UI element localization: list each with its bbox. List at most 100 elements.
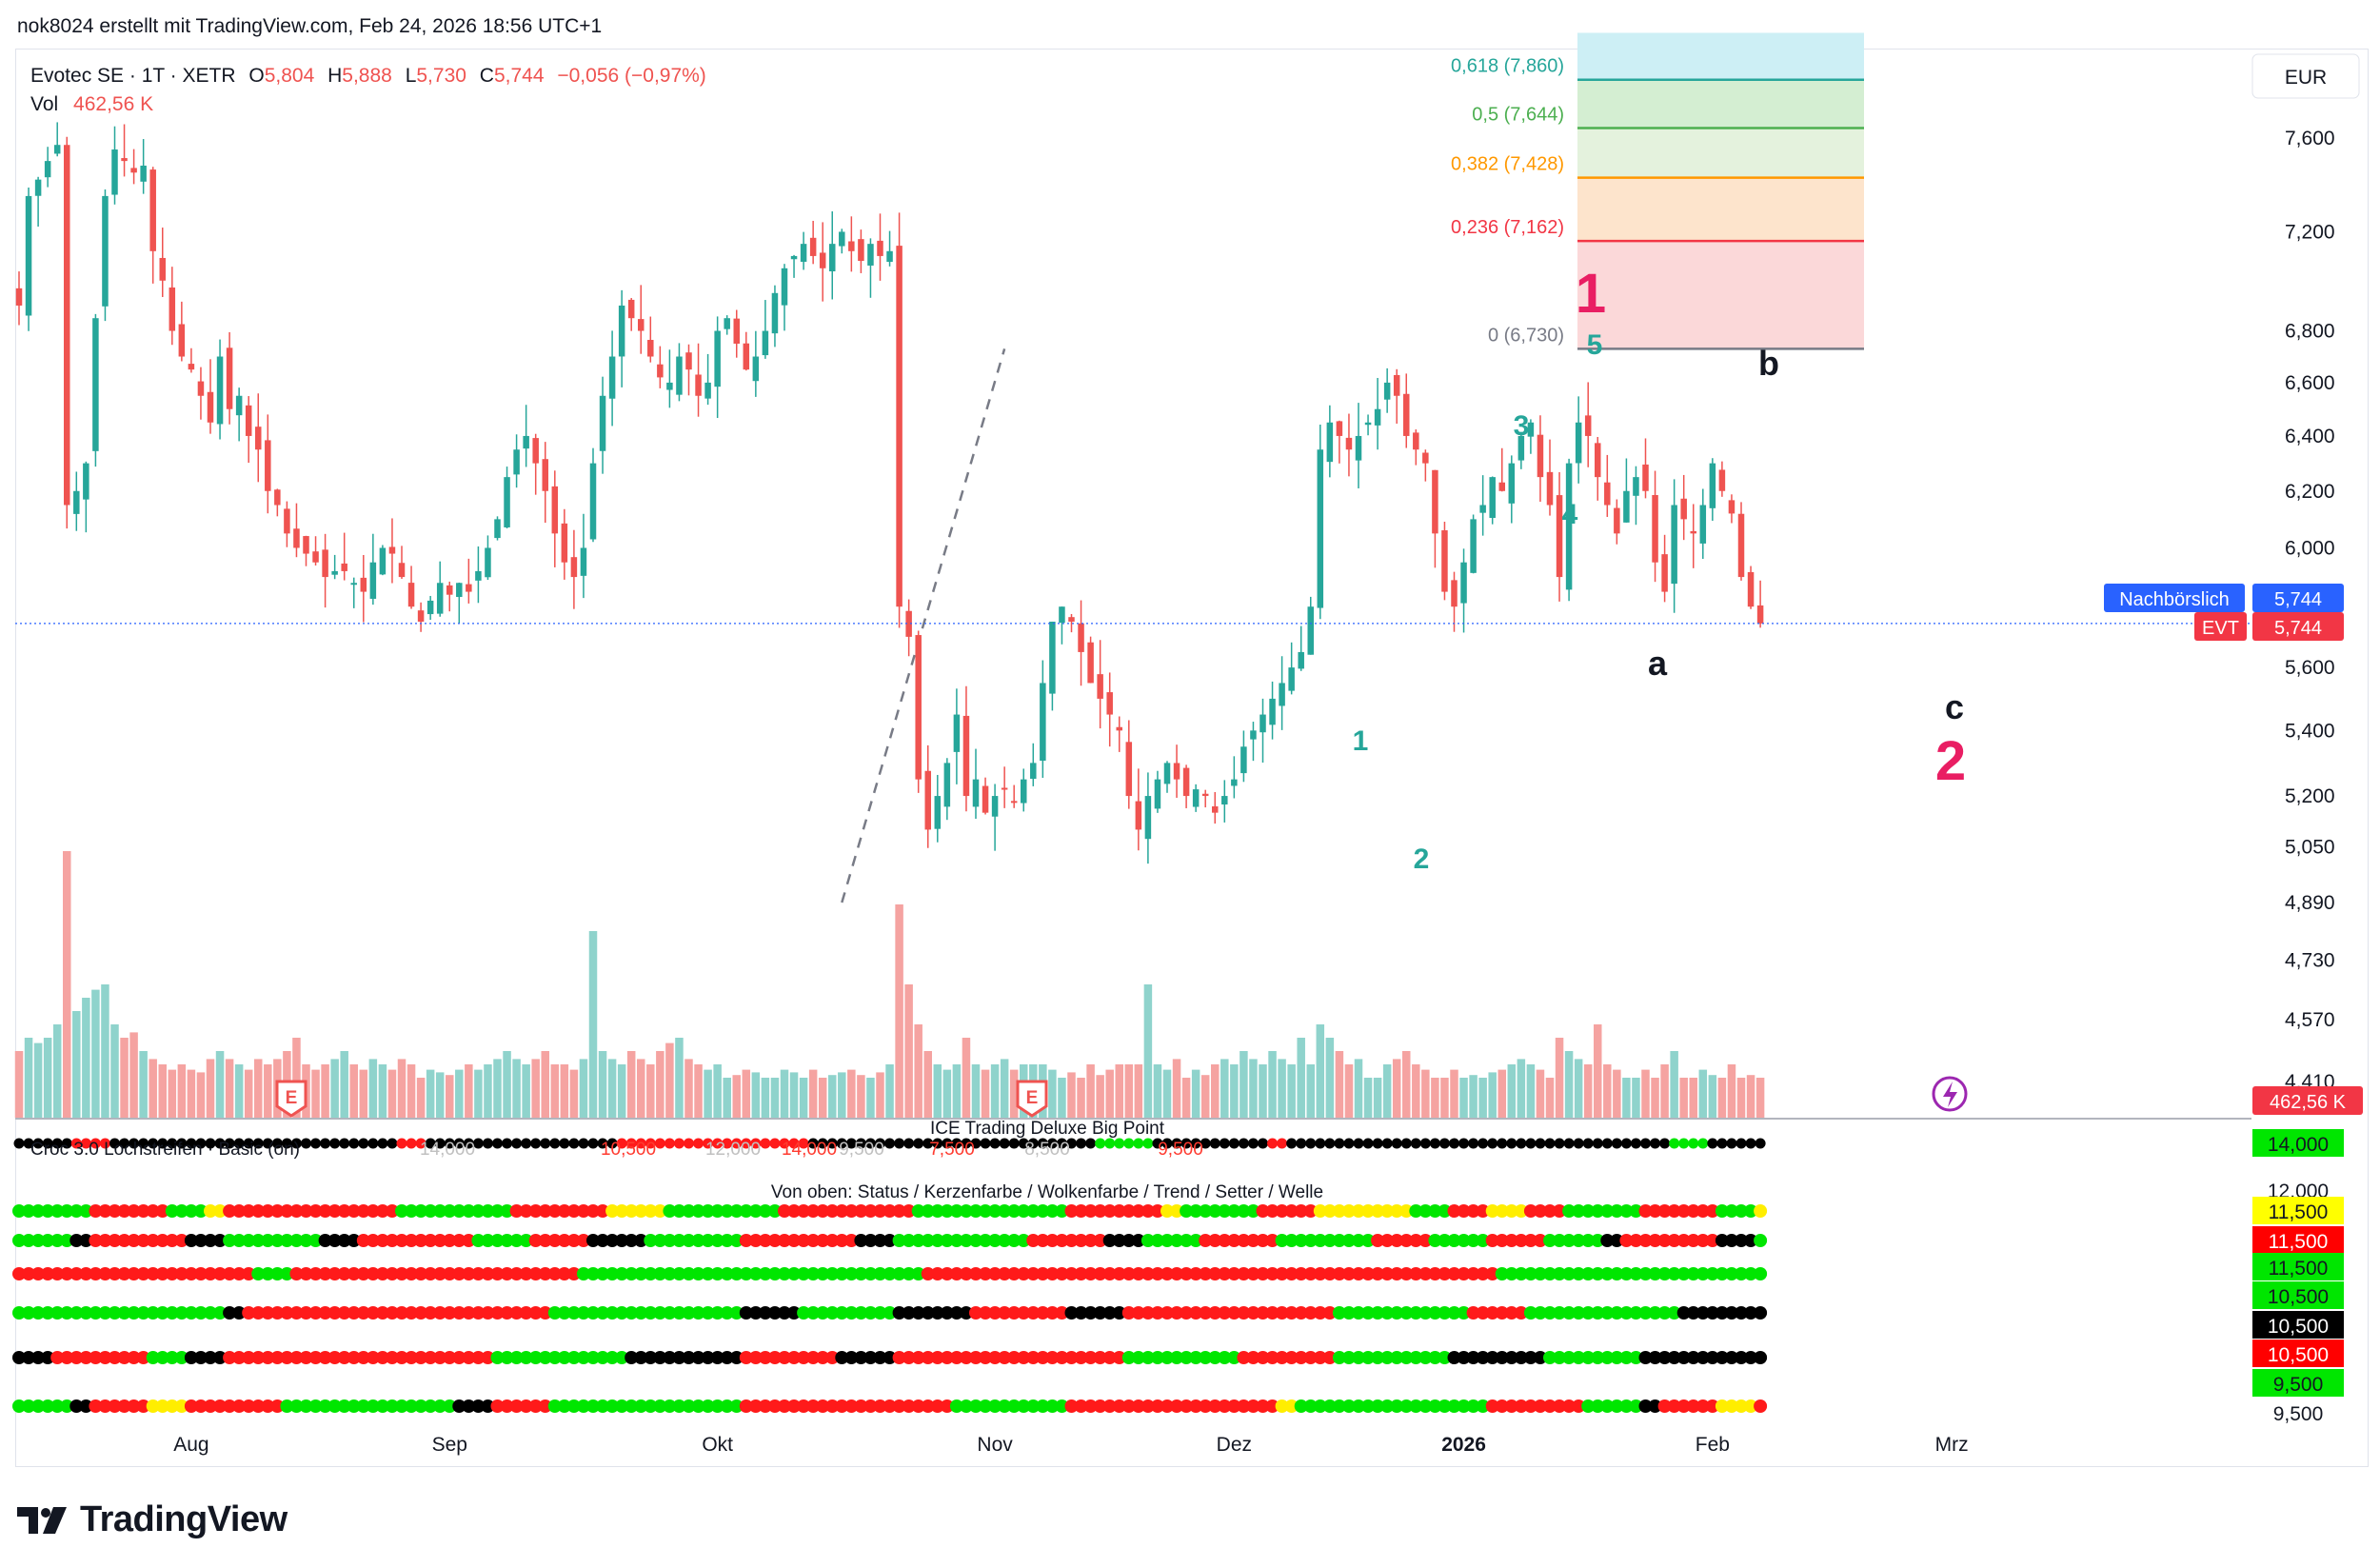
earnings-icon[interactable]: E: [1016, 1080, 1048, 1118]
candle[interactable]: [1432, 469, 1438, 568]
candle[interactable]: [446, 581, 453, 612]
candle[interactable]: [1374, 378, 1381, 450]
candle[interactable]: [1709, 458, 1716, 522]
candle[interactable]: [456, 582, 463, 624]
candle[interactable]: [1317, 425, 1324, 620]
candle[interactable]: [800, 231, 807, 270]
candle[interactable]: [1728, 494, 1735, 524]
candle[interactable]: [331, 554, 338, 580]
candle[interactable]: [1135, 768, 1142, 851]
candle[interactable]: [369, 533, 377, 605]
candle[interactable]: [1298, 625, 1304, 671]
candle[interactable]: [73, 471, 80, 531]
candle[interactable]: [398, 546, 406, 579]
candle[interactable]: [1584, 382, 1592, 467]
candle[interactable]: [426, 595, 434, 621]
candle[interactable]: [149, 167, 156, 284]
candle[interactable]: [1030, 743, 1037, 786]
candle[interactable]: [1345, 413, 1353, 477]
candle[interactable]: [666, 349, 673, 408]
candle[interactable]: [504, 466, 510, 529]
candle[interactable]: [1231, 756, 1238, 799]
candle[interactable]: [1336, 420, 1343, 464]
candle[interactable]: [1125, 720, 1133, 809]
earnings-icon[interactable]: E: [275, 1080, 307, 1118]
candle[interactable]: [1699, 488, 1707, 560]
candle[interactable]: [848, 216, 855, 272]
candle[interactable]: [1756, 580, 1764, 628]
candle[interactable]: [341, 532, 347, 581]
candle[interactable]: [561, 508, 568, 580]
candle[interactable]: [733, 309, 741, 358]
candle[interactable]: [197, 367, 205, 420]
candle[interactable]: [570, 529, 578, 609]
candle[interactable]: [1279, 656, 1285, 730]
candle[interactable]: [1393, 368, 1400, 424]
candle[interactable]: [924, 744, 932, 848]
candle[interactable]: [1259, 698, 1266, 764]
candle[interactable]: [972, 748, 980, 819]
candle[interactable]: [1106, 672, 1113, 747]
candle[interactable]: [1690, 504, 1697, 568]
currency-button[interactable]: [2251, 53, 2360, 99]
candle[interactable]: [915, 630, 922, 793]
candle[interactable]: [523, 405, 529, 467]
candle[interactable]: [1201, 789, 1209, 808]
candle[interactable]: [1269, 681, 1276, 740]
candle[interactable]: [839, 228, 845, 254]
candle[interactable]: [647, 316, 654, 363]
candle[interactable]: [638, 285, 645, 354]
candle[interactable]: [886, 230, 893, 267]
candle[interactable]: [34, 176, 42, 228]
candle[interactable]: [1623, 458, 1630, 523]
candle[interactable]: [896, 212, 902, 628]
candle[interactable]: [111, 126, 118, 205]
candle[interactable]: [1517, 431, 1525, 469]
candle[interactable]: [962, 685, 970, 812]
candle[interactable]: [92, 313, 99, 467]
candle[interactable]: [1498, 447, 1506, 492]
candle[interactable]: [809, 220, 817, 265]
candle[interactable]: [44, 147, 51, 188]
candle[interactable]: [121, 124, 128, 177]
candle[interactable]: [1221, 780, 1228, 823]
candle[interactable]: [676, 343, 683, 402]
candle[interactable]: [790, 254, 798, 278]
candle[interactable]: [360, 554, 367, 623]
candle[interactable]: [255, 393, 262, 483]
candle[interactable]: [877, 213, 883, 281]
candle[interactable]: [1049, 621, 1056, 711]
candle[interactable]: [1575, 396, 1582, 484]
candle[interactable]: [1537, 415, 1544, 503]
candle[interactable]: [293, 503, 300, 558]
candle[interactable]: [1250, 722, 1257, 762]
candle[interactable]: [1326, 405, 1334, 478]
candle[interactable]: [1747, 566, 1755, 609]
candle[interactable]: [1652, 470, 1658, 583]
candle[interactable]: [1460, 548, 1467, 633]
candle[interactable]: [379, 545, 387, 576]
candle[interactable]: [417, 602, 425, 632]
candle[interactable]: [1671, 479, 1677, 613]
candle[interactable]: [178, 301, 186, 362]
candle[interactable]: [858, 229, 864, 273]
candle[interactable]: [475, 546, 482, 604]
candle[interactable]: [1479, 475, 1486, 536]
candle[interactable]: [1010, 784, 1018, 808]
candle[interactable]: [388, 518, 396, 584]
candle[interactable]: [303, 535, 309, 566]
candle[interactable]: [1001, 766, 1008, 808]
candle[interactable]: [159, 228, 167, 297]
candle[interactable]: [1212, 792, 1219, 824]
candle[interactable]: [1661, 534, 1668, 603]
candle[interactable]: [1441, 522, 1448, 601]
lightning-icon[interactable]: [1932, 1076, 1968, 1112]
candle[interactable]: [1422, 449, 1429, 482]
candle[interactable]: [1116, 716, 1123, 752]
candle[interactable]: [657, 346, 664, 388]
candle[interactable]: [140, 139, 147, 194]
candle[interactable]: [1355, 403, 1362, 488]
candle[interactable]: [1163, 761, 1171, 793]
candle[interactable]: [1489, 476, 1496, 525]
